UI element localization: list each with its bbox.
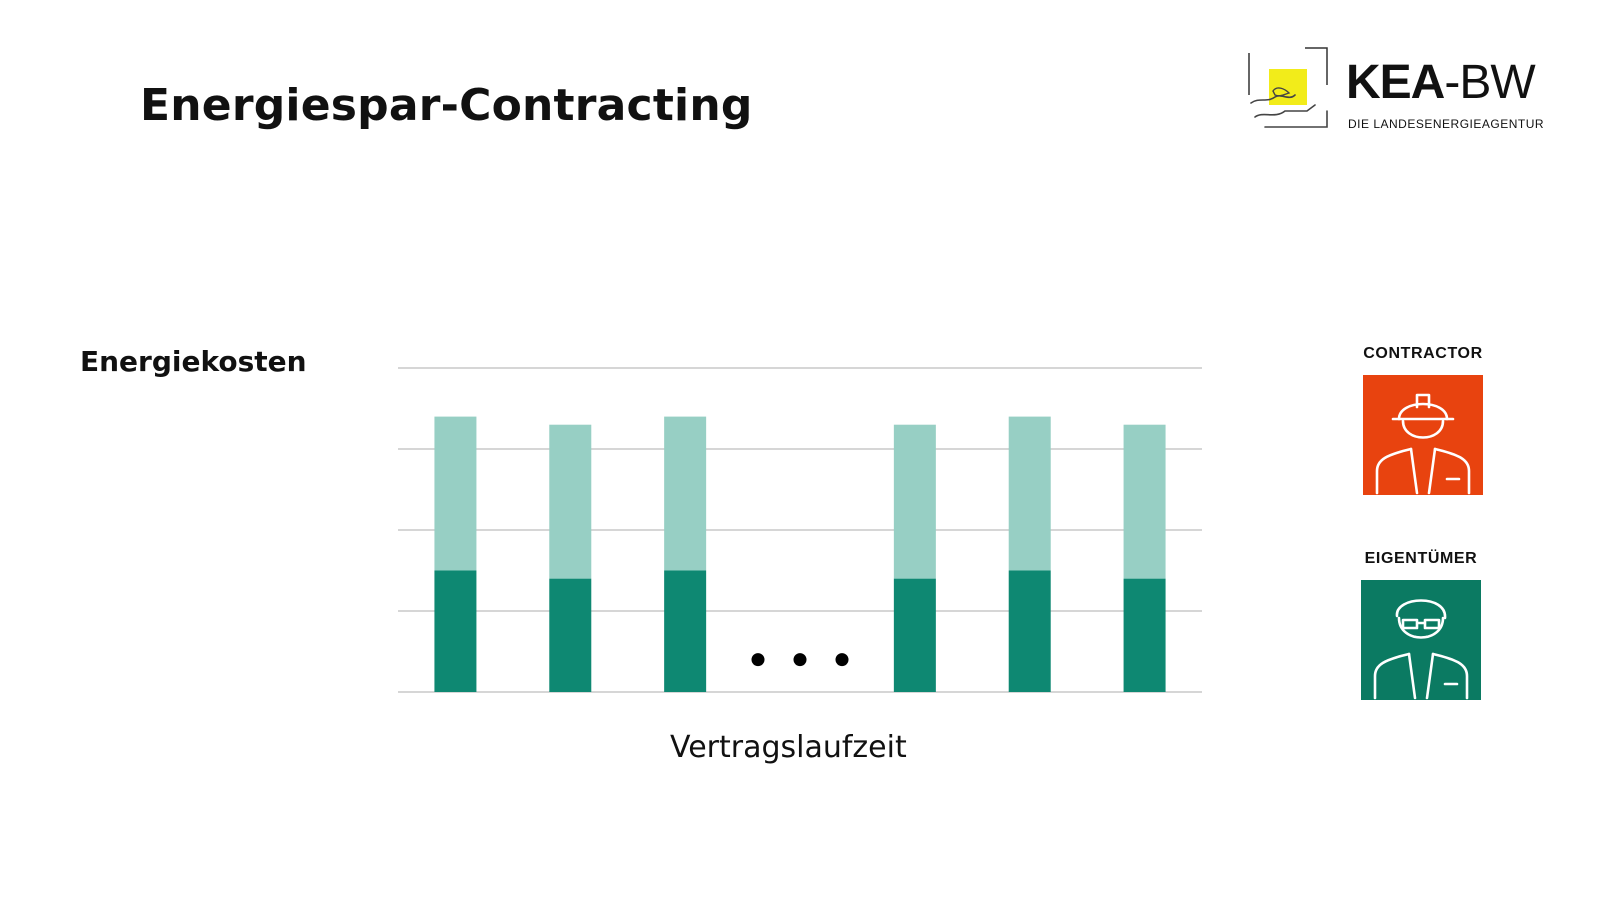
- bar-6-segment-0: [1123, 578, 1166, 692]
- bar-4-segment-0: [893, 578, 936, 692]
- bar-1-segment-1: [549, 424, 592, 579]
- bar-1-segment-0: [549, 578, 592, 692]
- bar-5-segment-1: [1008, 416, 1051, 571]
- kea-bw-logo: KEA-BW DIE LANDESENERGIEAGENTUR: [1245, 45, 1545, 135]
- owner-person-icon: [1361, 580, 1481, 700]
- y-axis-label: Energiekosten: [80, 345, 307, 378]
- ellipsis-dot-2: [835, 653, 849, 667]
- bar-0-segment-1: [434, 416, 477, 571]
- bar-0-segment-0: [434, 570, 477, 692]
- logo-brand-rest: -BW: [1444, 56, 1535, 109]
- bar-6-segment-1: [1123, 424, 1166, 579]
- logo-brand-bold: KEA: [1346, 56, 1445, 109]
- contractor-label: CONTRACTOR: [1363, 345, 1483, 362]
- page-title: Energiespar-Contracting: [140, 80, 753, 131]
- bar-2-segment-0: [664, 570, 707, 692]
- contractor-legend: CONTRACTOR: [1363, 345, 1483, 495]
- bar-2-segment-1: [664, 416, 707, 571]
- logo-brand: KEA-BW: [1346, 56, 1536, 109]
- bar-4-segment-1: [893, 424, 936, 579]
- ellipsis-dot-0: [751, 653, 765, 667]
- owner-legend: EIGENTÜMER: [1361, 550, 1481, 700]
- x-axis-label: Vertragslaufzeit: [670, 730, 907, 765]
- ellipsis-dot-1: [793, 653, 807, 667]
- kea-logo-mark-icon: [1248, 47, 1328, 128]
- worker-helmet-icon: [1363, 375, 1483, 495]
- bar-5-segment-0: [1008, 570, 1051, 692]
- logo-subtitle: DIE LANDESENERGIEAGENTUR: [1348, 117, 1545, 131]
- owner-label: EIGENTÜMER: [1364, 550, 1478, 567]
